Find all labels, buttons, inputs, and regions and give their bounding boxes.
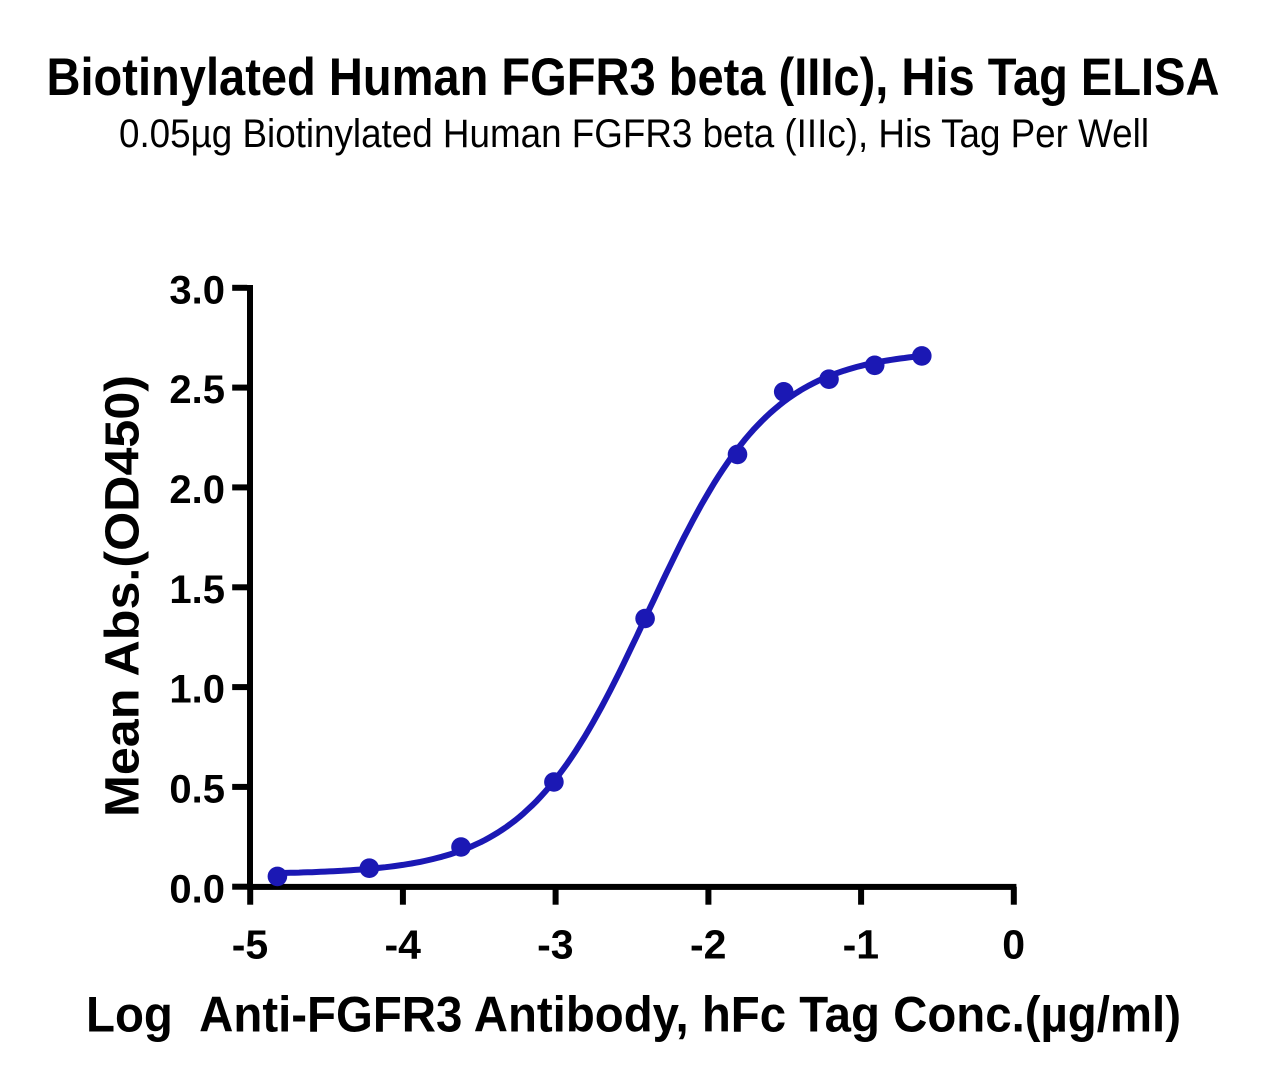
- svg-text:Mean Abs.(OD450): Mean Abs.(OD450): [97, 375, 150, 817]
- svg-text:-2: -2: [690, 922, 726, 968]
- svg-text:-5: -5: [232, 922, 268, 968]
- svg-text:-4: -4: [384, 922, 421, 968]
- svg-text:Log Anti-FGFR3 Antibody, hFc: Log Anti-FGFR3 Antibody, hFc Tag Conc.(µ…: [86, 987, 1181, 1043]
- svg-text:1.0: 1.0: [169, 668, 225, 712]
- svg-text:-3: -3: [537, 922, 573, 968]
- svg-text:0.0: 0.0: [169, 867, 225, 911]
- svg-text:2.5: 2.5: [169, 368, 225, 412]
- svg-text:Biotinylated Human FGFR3 beta: Biotinylated Human FGFR3 beta (IIIc), Hi…: [47, 48, 1220, 107]
- svg-text:0: 0: [1002, 922, 1025, 968]
- svg-text:-1: -1: [843, 922, 879, 968]
- svg-text:2.0: 2.0: [169, 468, 225, 512]
- svg-text:0.5: 0.5: [169, 768, 225, 812]
- svg-text:3.0: 3.0: [169, 268, 225, 312]
- svg-text:1.5: 1.5: [169, 568, 225, 612]
- svg-text:0.05µg Biotinylated Human FGFR: 0.05µg Biotinylated Human FGFR3 beta (II…: [119, 112, 1149, 156]
